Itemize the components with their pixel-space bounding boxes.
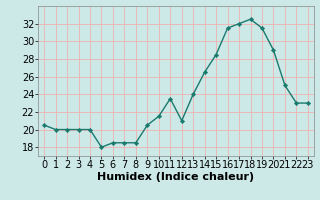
X-axis label: Humidex (Indice chaleur): Humidex (Indice chaleur) [97,172,255,182]
